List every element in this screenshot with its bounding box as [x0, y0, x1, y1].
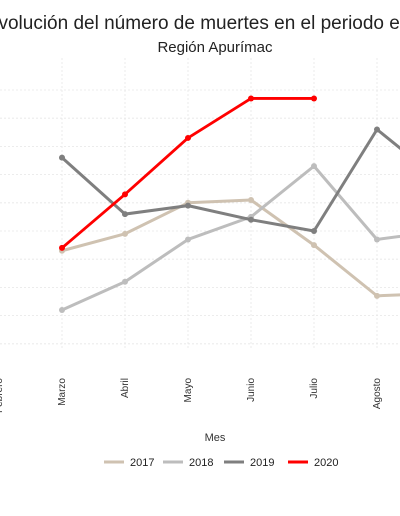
data-point-2018-julio	[311, 163, 317, 170]
series-line-2019	[60, 127, 400, 233]
data-point-2020-marzo	[59, 244, 65, 251]
data-point-2019-julio	[311, 228, 317, 234]
data-point-2017-julio	[311, 242, 317, 249]
data-point-2020-julio	[311, 95, 317, 102]
data-point-2019-junio	[248, 216, 254, 223]
series-line-2017	[60, 198, 400, 298]
legend: 2017 2018 2019 2020	[104, 457, 338, 469]
data-point-2018-marzo	[59, 306, 65, 313]
data-point-2018-agosto	[374, 236, 380, 243]
data-point-2018-abril	[122, 278, 128, 285]
x-tick-label: Julio	[309, 378, 320, 399]
legend-label-2018: 2018	[189, 457, 213, 469]
series-line-2018	[60, 164, 400, 312]
x-tick-label: Marzo	[57, 378, 68, 406]
x-tick-label: Junio	[246, 378, 257, 402]
series-lines	[59, 95, 400, 313]
legend-label-2020: 2020	[314, 457, 338, 469]
data-point-2017-junio	[248, 196, 254, 203]
x-tick-label: Mayo	[183, 378, 194, 403]
x-tick-labels: Febrero Marzo Abril Mayo Junio Julio Agosto	[0, 378, 383, 413]
x-tick-label: Febrero	[0, 378, 5, 413]
chart-subtitle: Región Apurímac	[157, 39, 273, 56]
data-point-2020-abril	[122, 191, 128, 198]
data-point-2019-agosto	[374, 126, 380, 133]
data-point-2020-junio	[248, 95, 254, 102]
x-tick-label: Agosto	[372, 378, 383, 410]
data-point-2020-mayo	[185, 134, 191, 141]
legend-label-2019: 2019	[250, 457, 274, 469]
data-point-2019-abril	[122, 211, 128, 218]
chart-title: Evolución del número de muertes en el pe…	[0, 13, 400, 34]
legend-label-2017: 2017	[130, 457, 154, 469]
data-point-2019-marzo	[59, 154, 65, 161]
data-point-2018-mayo	[185, 236, 191, 243]
data-point-2017-abril	[122, 230, 128, 237]
x-tick-label: Abril	[120, 378, 131, 398]
x-axis-title: Mes	[205, 432, 226, 444]
grid	[0, 58, 400, 348]
data-point-2019-mayo	[185, 202, 191, 209]
data-point-2017-agosto	[374, 292, 380, 299]
